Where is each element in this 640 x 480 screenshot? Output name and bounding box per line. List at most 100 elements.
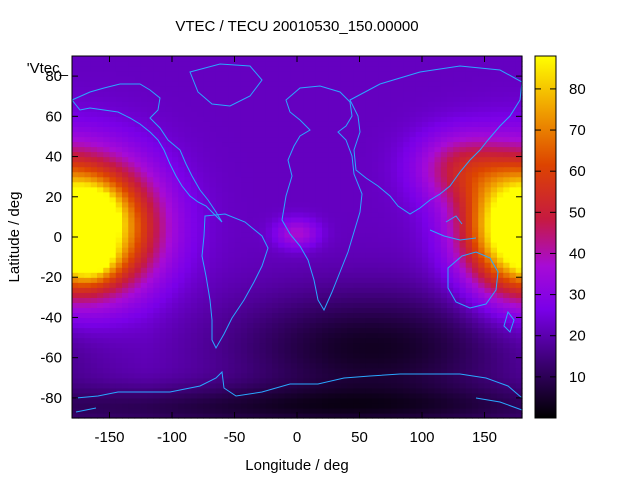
heat-cell [153, 412, 161, 419]
heat-cell [303, 166, 311, 173]
heat-cell [409, 332, 417, 339]
heat-cell [247, 131, 254, 138]
heat-cell [390, 362, 398, 369]
heat-cell [303, 267, 311, 273]
heat-cell [390, 312, 398, 319]
heat-cell [509, 131, 517, 138]
heat-cell [97, 166, 104, 173]
heat-cell [472, 76, 479, 82]
heat-cell [203, 66, 211, 72]
heat-cell [209, 372, 217, 379]
heat-cell [203, 126, 211, 133]
heat-cell [428, 352, 436, 359]
heat-cell [347, 412, 354, 419]
heat-cell [303, 347, 311, 354]
heat-cell [128, 146, 136, 153]
heat-cell [409, 186, 417, 193]
heat-cell [178, 141, 186, 148]
heat-cell [147, 412, 154, 419]
heat-cell [78, 402, 86, 409]
heat-cell [278, 352, 286, 359]
heat-cell [72, 277, 79, 283]
heat-cell [422, 352, 429, 359]
heat-cell [128, 322, 136, 329]
heat-cell [484, 307, 492, 314]
heat-cell [440, 307, 448, 314]
heat-cell [172, 211, 179, 218]
heat-cell [209, 176, 217, 183]
heat-cell [240, 267, 248, 273]
heat-cell [234, 136, 242, 143]
heat-cell [322, 247, 329, 253]
heat-cell [434, 166, 442, 173]
heat-cell [234, 237, 242, 243]
heat-cell [440, 312, 448, 319]
heat-cell [234, 211, 242, 218]
heat-cell [228, 216, 236, 223]
heat-cell [509, 362, 517, 369]
heat-cell [434, 156, 442, 163]
heat-cell [128, 101, 136, 107]
heat-cell [128, 121, 136, 127]
heat-cell [259, 327, 267, 334]
heat-cell [353, 382, 361, 389]
heat-cell [172, 262, 179, 268]
heat-cell [90, 226, 98, 233]
heat-cell [190, 332, 198, 339]
heat-cell [359, 156, 367, 163]
heat-cell [265, 186, 273, 193]
heat-cell [97, 267, 104, 273]
heat-cell [297, 357, 304, 364]
heat-cell [134, 257, 142, 263]
heat-cell [165, 81, 173, 87]
heat-cell [315, 141, 323, 148]
heat-cell [222, 141, 229, 148]
heat-cell [453, 101, 461, 107]
heat-cell [259, 191, 267, 198]
heat-cell [165, 146, 173, 153]
heat-cell [84, 327, 92, 334]
heat-cell [472, 387, 479, 394]
heat-cell [465, 196, 473, 203]
heat-cell [184, 387, 192, 394]
heat-cell [190, 76, 198, 82]
heat-cell [265, 211, 273, 218]
heat-cell [365, 257, 373, 263]
heat-cell [434, 136, 442, 143]
heat-cell [228, 66, 236, 72]
heat-cell [347, 121, 354, 127]
heat-cell [72, 337, 79, 344]
heat-cell [97, 151, 104, 158]
heat-cell [409, 216, 417, 223]
heat-cell [190, 206, 198, 213]
heat-cell [315, 226, 323, 233]
heat-cell [122, 317, 129, 324]
heat-cell [372, 387, 379, 394]
heat-cell [297, 292, 304, 298]
heat-cell [109, 81, 117, 87]
heat-cell [147, 262, 154, 268]
heat-cell [134, 141, 142, 148]
heat-cell [334, 292, 342, 298]
heat-cell [128, 151, 136, 158]
heat-cell [328, 362, 336, 369]
heat-cell [465, 262, 473, 268]
heat-cell [347, 397, 354, 404]
heat-cell [384, 221, 392, 228]
heat-cell [203, 191, 211, 198]
heat-cell [247, 237, 254, 243]
heat-cell [503, 156, 511, 163]
heat-cell [284, 146, 292, 153]
heat-cell [165, 166, 173, 173]
heat-cell [222, 216, 229, 223]
heat-cell [253, 342, 261, 349]
heat-cell [390, 247, 398, 253]
heat-cell [234, 352, 242, 359]
heat-cell [72, 121, 79, 127]
heat-cell [290, 247, 298, 253]
heat-cell [72, 307, 79, 314]
heat-cell [165, 216, 173, 223]
heat-cell [372, 377, 379, 384]
heat-cell [440, 372, 448, 379]
heat-cell [365, 86, 373, 92]
